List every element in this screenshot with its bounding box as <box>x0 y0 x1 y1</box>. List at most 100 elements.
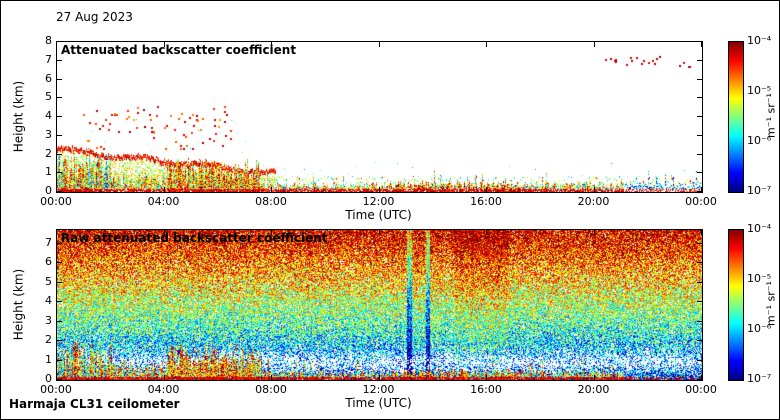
x-tick-label: 16:00 <box>470 195 502 208</box>
colorbar-tick-label: 10⁻⁶ <box>747 322 772 335</box>
y-tick-mark <box>697 134 702 136</box>
y-tick-mark <box>697 301 702 303</box>
y-tick-label: 5 <box>45 90 52 104</box>
x-tick-mark <box>378 230 380 235</box>
colorbar-tick-label: 10⁻⁵ <box>747 84 772 97</box>
y-tick-mark <box>697 379 702 380</box>
y-tick-label: 5 <box>45 274 52 288</box>
y-tick-label: 2 <box>45 333 52 347</box>
x-tick-mark <box>593 187 595 192</box>
x-tick-label: 00:00 <box>685 195 717 208</box>
colorbar-tick-label: 10⁻⁷ <box>747 184 772 197</box>
x-tick-mark <box>56 230 57 235</box>
x-tick-mark <box>701 42 702 47</box>
plot-attenuated-backscatter: Attenuated backscatter coefficient <box>56 41 703 193</box>
y-tick-label: 1 <box>45 165 52 179</box>
y-tick-mark <box>57 262 62 264</box>
x-tick-mark <box>486 230 487 235</box>
y-tick-label: 4 <box>45 109 52 122</box>
x-tick-mark <box>271 42 272 47</box>
y-tick-label: 7 <box>45 235 52 249</box>
x-tick-label: 00:00 <box>40 195 72 208</box>
x-axis-label: Time (UTC) <box>345 208 412 222</box>
x-tick-mark <box>701 375 702 380</box>
y-tick-mark <box>57 191 62 192</box>
x-tick-label: 04:00 <box>147 195 180 208</box>
y-tick-label: 8 <box>45 34 52 47</box>
x-tick-label: 04:00 <box>147 383 180 396</box>
plot-raw-backscatter: Raw attenuated backscatter coefficient <box>56 229 703 381</box>
x-tick-mark <box>163 375 165 380</box>
y-tick-mark <box>697 191 702 192</box>
date-label: 27 Aug 2023 <box>56 10 133 24</box>
colorbar-tick-label: 10⁻⁷ <box>747 372 772 385</box>
y-tick-mark <box>57 172 62 174</box>
colorbar-raw <box>728 229 744 381</box>
y-tick-mark <box>57 281 62 283</box>
y-tick-mark <box>57 379 62 380</box>
x-axis-label: Time (UTC) <box>345 396 412 410</box>
y-tick-mark <box>697 320 702 322</box>
x-tick-label: 08:00 <box>255 383 287 396</box>
y-tick-mark <box>697 262 702 264</box>
y-tick-label: 7 <box>45 52 52 66</box>
y-tick-mark <box>57 301 62 303</box>
colorbar-tick-label: 10⁻⁴ <box>747 34 772 47</box>
heatmap-raw-backscatter <box>57 230 702 380</box>
x-tick-mark <box>56 375 57 380</box>
y-tick-mark <box>697 172 702 174</box>
instrument-label: Harmaja CL31 ceilometer <box>9 397 180 411</box>
y-tick-mark <box>697 59 702 61</box>
y-tick-mark <box>57 78 62 80</box>
x-tick-mark <box>163 187 165 192</box>
x-tick-label: 00:00 <box>40 383 72 396</box>
y-tick-label: 3 <box>45 127 52 141</box>
y-tick-label: 0 <box>45 372 52 385</box>
y-tick-mark <box>697 242 702 244</box>
y-tick-mark <box>697 153 702 155</box>
y-tick-mark <box>57 97 62 99</box>
x-tick-mark <box>271 230 272 235</box>
x-tick-mark <box>163 230 165 235</box>
x-tick-mark <box>593 42 595 47</box>
x-tick-mark <box>593 230 595 235</box>
y-axis-label: Height (km) <box>11 268 26 341</box>
x-tick-label: 20:00 <box>577 383 610 396</box>
y-tick-label: 2 <box>45 146 52 160</box>
x-tick-mark <box>378 187 380 192</box>
y-tick-mark <box>57 116 62 117</box>
y-tick-mark <box>57 359 62 361</box>
x-tick-mark <box>701 230 702 235</box>
x-tick-mark <box>378 42 380 47</box>
x-tick-mark <box>486 42 487 47</box>
y-tick-mark <box>57 340 62 342</box>
heatmap-attenuated-backscatter <box>57 42 702 192</box>
y-tick-label: 6 <box>45 71 52 85</box>
y-tick-label: 4 <box>45 294 52 308</box>
plot-title: Attenuated backscatter coefficient <box>61 43 297 57</box>
y-tick-mark <box>57 320 62 322</box>
y-tick-mark <box>57 242 62 244</box>
x-tick-label: 12:00 <box>362 195 395 208</box>
y-tick-mark <box>697 281 702 283</box>
x-tick-label: 20:00 <box>577 195 610 208</box>
y-tick-mark <box>57 41 62 42</box>
y-tick-mark <box>697 340 702 342</box>
x-tick-mark <box>486 375 487 380</box>
colorbar-tick-label: 10⁻⁶ <box>747 134 772 147</box>
y-tick-label: 0 <box>45 184 52 197</box>
y-tick-mark <box>57 59 62 61</box>
x-tick-label: 08:00 <box>255 195 287 208</box>
y-tick-mark <box>697 41 702 42</box>
x-tick-label: 16:00 <box>470 383 502 396</box>
x-tick-mark <box>593 375 595 380</box>
x-tick-mark <box>701 187 702 192</box>
x-tick-mark <box>163 42 165 47</box>
y-tick-label: 1 <box>45 352 52 366</box>
plot-title: Raw attenuated backscatter coefficient <box>61 231 328 245</box>
x-tick-label: 12:00 <box>362 383 395 396</box>
x-tick-mark <box>271 375 272 380</box>
y-tick-mark <box>697 97 702 99</box>
y-axis-label: Height (km) <box>11 80 26 153</box>
y-tick-label: 6 <box>45 255 52 269</box>
